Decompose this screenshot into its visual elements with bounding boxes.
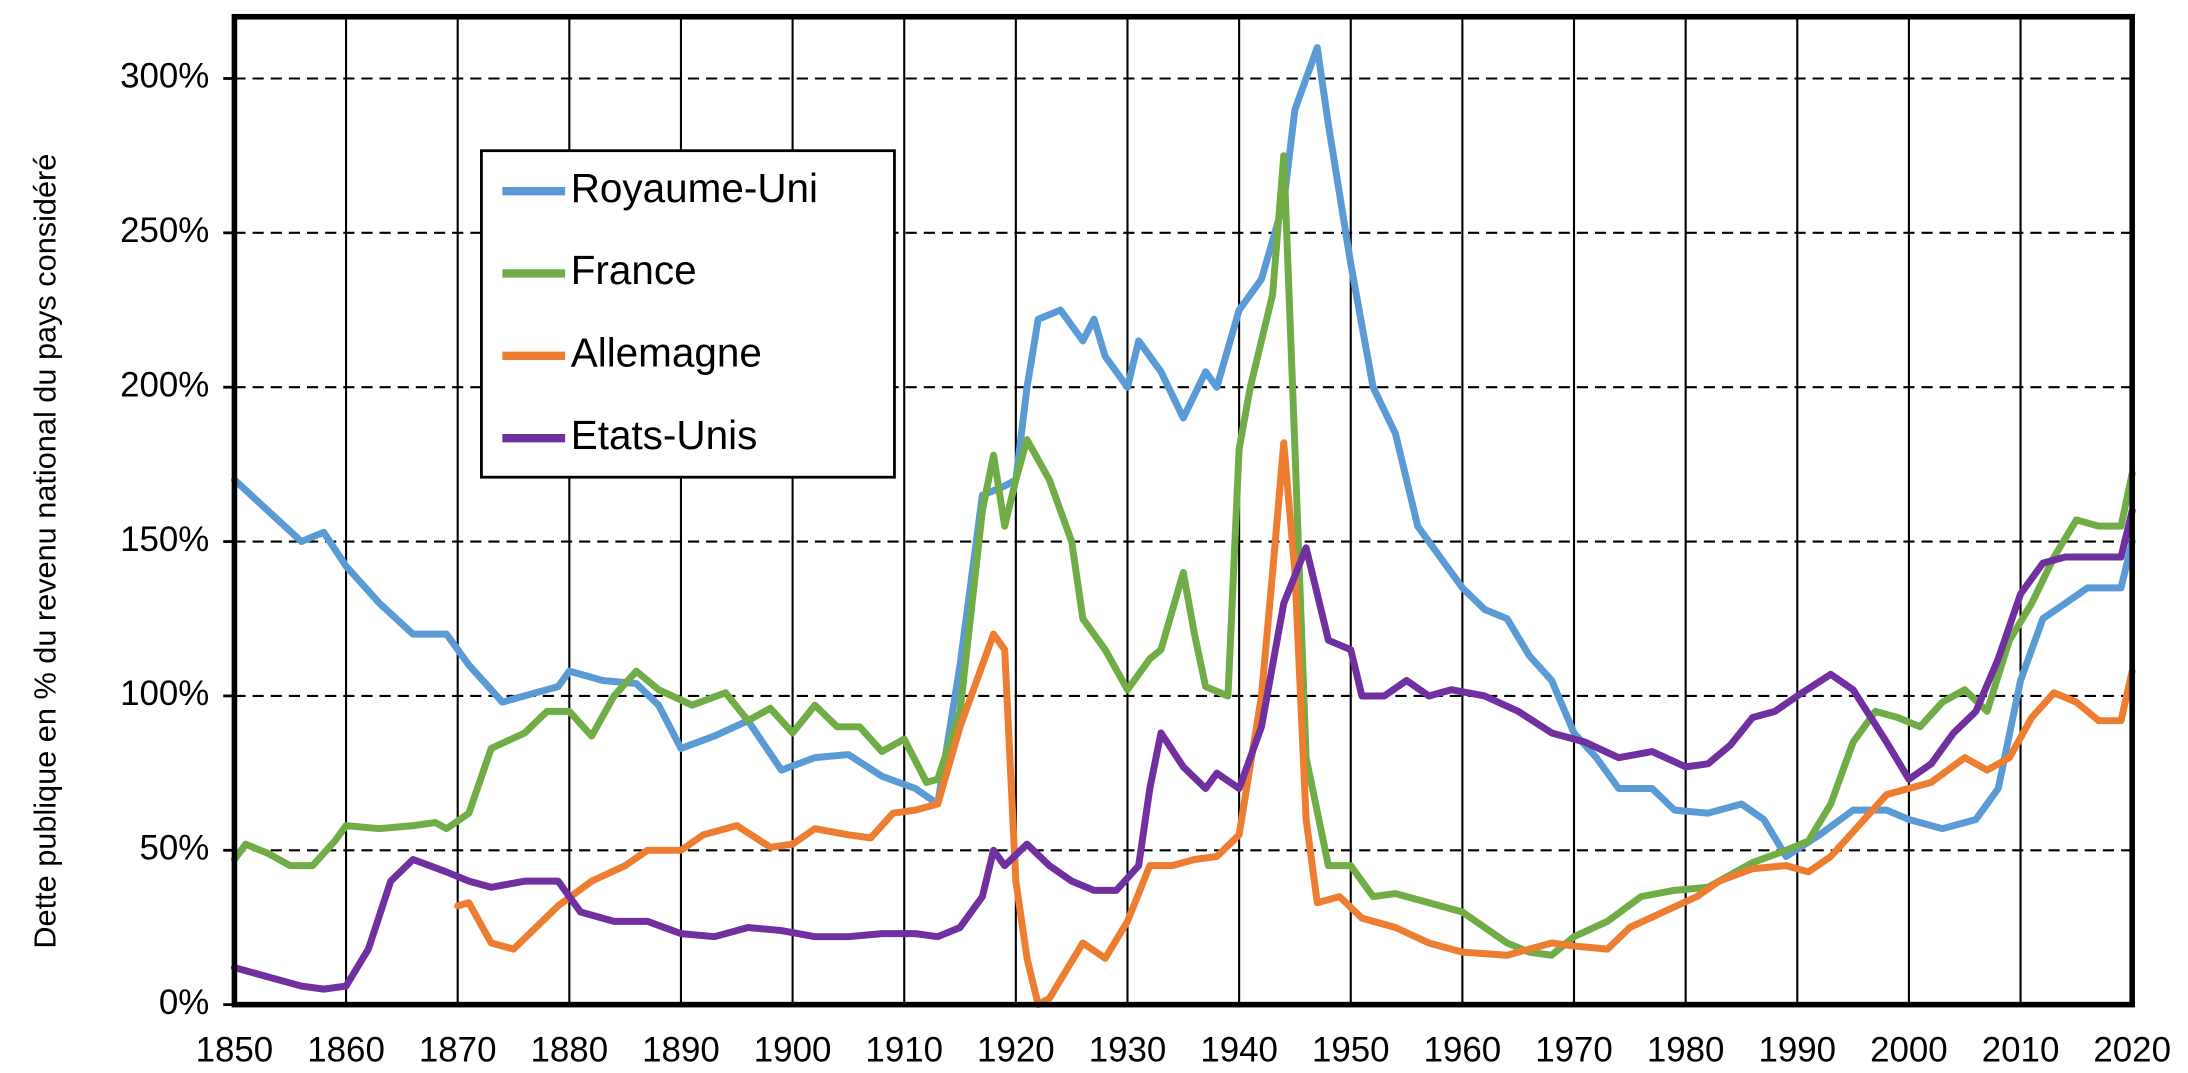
plot-frame — [231, 13, 2135, 1008]
y-tick-label: 150% — [120, 520, 209, 559]
x-tick-label: 1950 — [1312, 1030, 1390, 1069]
y-tick-label: 100% — [120, 674, 209, 713]
x-tick-label: 1980 — [1647, 1030, 1725, 1069]
y-tick-label: 300% — [120, 57, 209, 96]
x-tick-label: 1870 — [419, 1030, 497, 1069]
x-tick-label: 2000 — [1870, 1030, 1948, 1069]
series-line — [454, 439, 2136, 1009]
legend-box — [480, 149, 896, 479]
x-tick-label: 1850 — [196, 1030, 274, 1069]
legend-label: France — [571, 247, 697, 293]
y-tick-label: 50% — [139, 828, 209, 867]
y-tick-label: 0% — [159, 983, 209, 1022]
x-tick-label: 2010 — [1982, 1030, 2060, 1069]
series-line — [230, 152, 2136, 959]
x-tick-label: 1920 — [977, 1030, 1055, 1069]
series-line — [230, 507, 2136, 993]
series-line — [230, 44, 2136, 860]
legend-label: Etats-Unis — [571, 412, 758, 458]
y-tick-label: 200% — [120, 365, 209, 404]
x-tick-label: 1900 — [754, 1030, 832, 1069]
x-tick-label: 1940 — [1200, 1030, 1278, 1069]
legend-label: Allemagne — [571, 329, 762, 375]
legend-label: Royaume-Uni — [571, 165, 818, 211]
x-tick-label: 2020 — [2093, 1030, 2171, 1069]
y-axis-label: Dette publique en % du revenu national d… — [28, 154, 63, 949]
x-tick-label: 1890 — [642, 1030, 720, 1069]
x-tick-label: 1910 — [865, 1030, 943, 1069]
x-tick-label: 1860 — [307, 1030, 385, 1069]
x-tick-label: 1970 — [1535, 1030, 1613, 1069]
x-tick-label: 1930 — [1089, 1030, 1167, 1069]
legend: Royaume-Uni France Allemagne Etats-Unis — [480, 149, 896, 479]
x-tick-label: 1990 — [1758, 1030, 1836, 1069]
x-tick-label: 1960 — [1424, 1030, 1502, 1069]
x-tick-label: 1880 — [531, 1030, 609, 1069]
y-tick-label: 250% — [120, 211, 209, 250]
